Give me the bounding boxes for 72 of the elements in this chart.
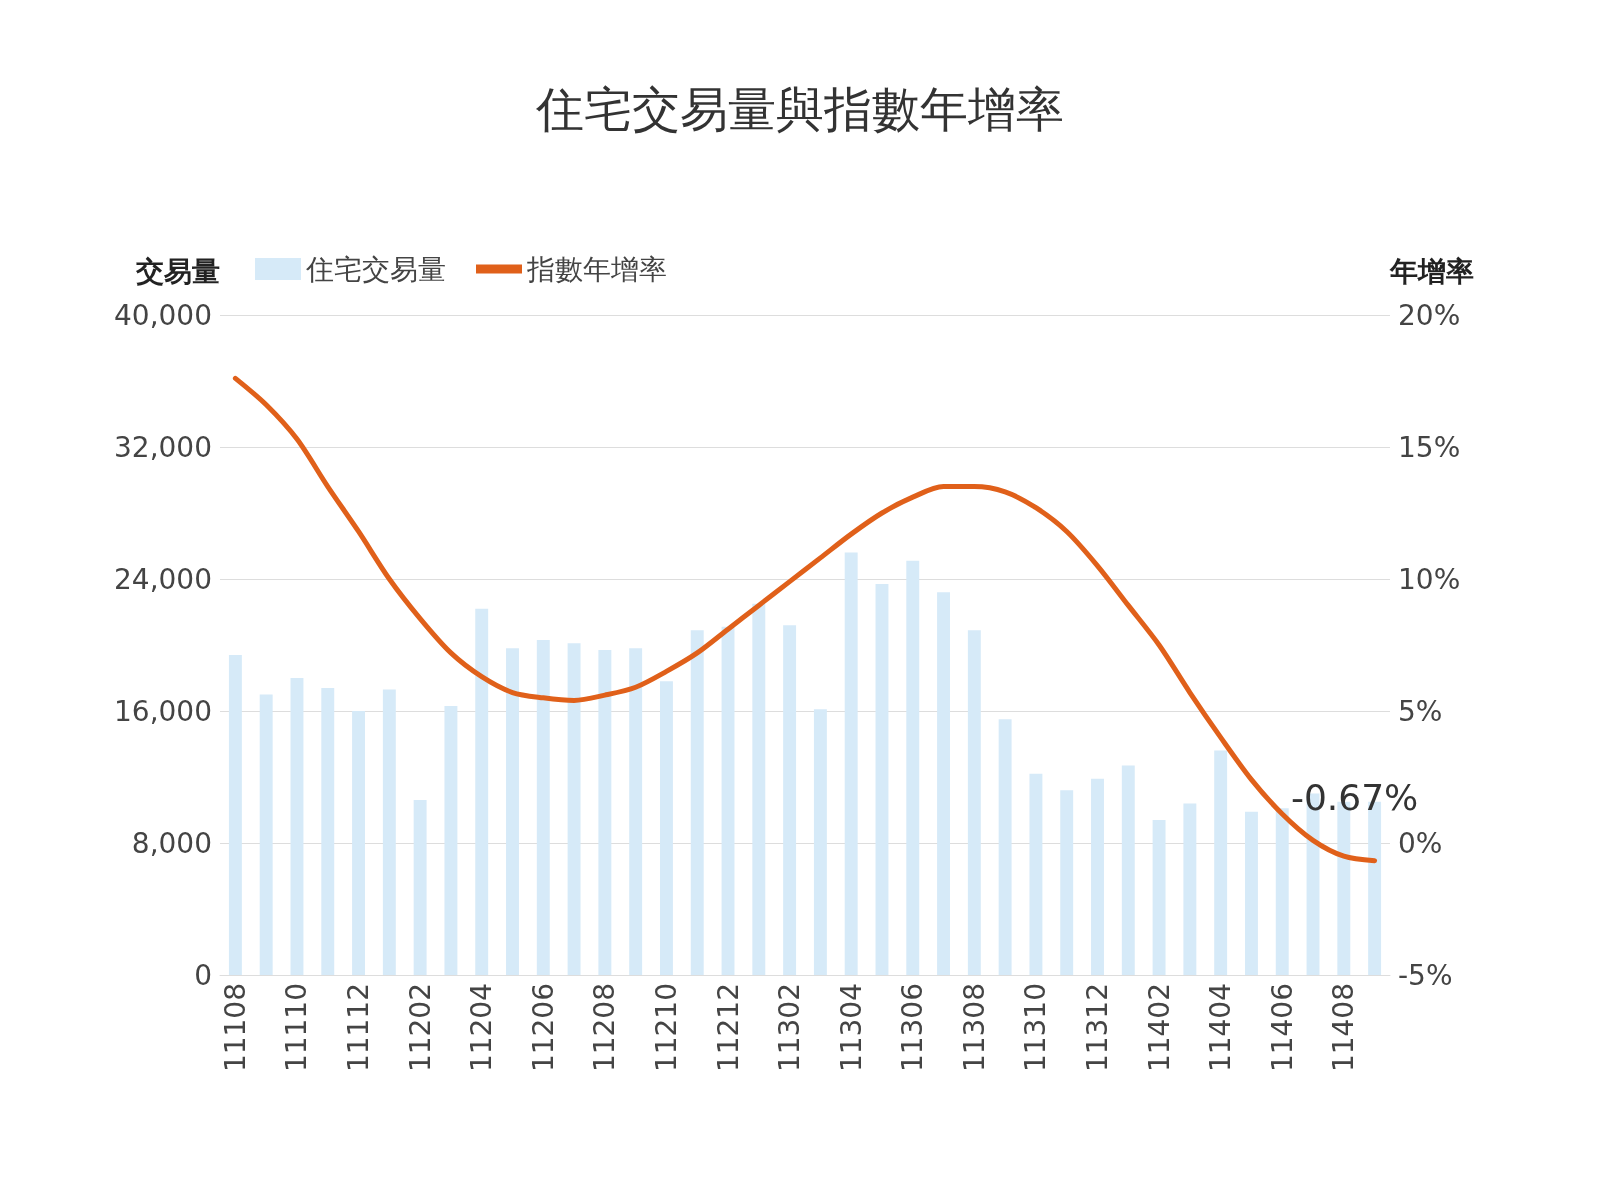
bar — [536, 640, 550, 975]
x-tick-label: 11308 — [957, 983, 991, 1073]
bar — [629, 648, 643, 975]
y-tick-label: 8,000 — [131, 826, 212, 860]
bar — [444, 706, 458, 975]
bar — [1091, 778, 1104, 975]
bar — [290, 678, 304, 975]
x-tick-label: 11208 — [588, 983, 622, 1073]
y2-tick-label: 10% — [1398, 562, 1461, 596]
x-tick-label: 11212 — [711, 983, 745, 1073]
y2-axis-title: 年增率 — [1389, 254, 1474, 288]
legend-label: 住宅交易量 — [305, 252, 446, 286]
x-tick-label: 11108 — [218, 983, 252, 1073]
x-tick-label: 11112 — [342, 983, 376, 1073]
data-label: -0.67% — [1290, 777, 1419, 819]
bar — [352, 711, 366, 975]
bar — [659, 681, 673, 975]
y-axis-title: 交易量 — [135, 254, 220, 288]
legend-label: 指數年增率 — [526, 252, 667, 286]
bar — [998, 719, 1012, 975]
y-tick-label: 32,000 — [114, 430, 212, 464]
bar — [937, 592, 951, 975]
chart-title: 住宅交易量與指數年增率 — [535, 81, 1064, 137]
bar — [475, 608, 489, 975]
bar — [1183, 803, 1197, 975]
x-tick-label: 11204 — [465, 983, 499, 1073]
bar — [967, 630, 981, 975]
y-tick-label: 16,000 — [114, 694, 212, 728]
x-tick-label: 11206 — [526, 983, 560, 1073]
bar — [228, 654, 242, 975]
x-tick-label: 11310 — [1019, 983, 1053, 1073]
bar — [1121, 765, 1135, 975]
bar — [1060, 790, 1074, 975]
x-tick-label: 11302 — [773, 983, 807, 1073]
bar — [813, 709, 827, 975]
y-tick-label: 40,000 — [114, 298, 212, 332]
bar — [1275, 808, 1289, 975]
y2-tick-label: -5% — [1398, 958, 1453, 992]
bar — [382, 689, 396, 975]
bar — [598, 649, 612, 975]
x-tick-label: 11406 — [1265, 983, 1299, 1073]
bar — [567, 643, 581, 975]
y2-tick-label: 15% — [1398, 430, 1461, 464]
bar — [906, 560, 920, 975]
x-tick-label: 11210 — [649, 983, 683, 1073]
x-tick-label: 11202 — [403, 983, 437, 1073]
x-tick-label: 11304 — [834, 983, 868, 1073]
bar — [690, 630, 704, 975]
bar — [1214, 750, 1228, 975]
bar — [413, 800, 427, 975]
bar — [875, 583, 889, 975]
x-tick-label: 11110 — [280, 983, 314, 1073]
bar — [752, 603, 766, 975]
bar — [844, 552, 858, 975]
y-tick-label: 0 — [194, 958, 212, 992]
x-tick-label: 11408 — [1327, 983, 1361, 1073]
x-tick-label: 11402 — [1142, 983, 1176, 1073]
x-tick-label: 11306 — [896, 983, 930, 1073]
y2-tick-label: 5% — [1398, 694, 1443, 728]
x-tick-label: 11312 — [1081, 983, 1114, 1073]
bar — [259, 694, 273, 975]
bar — [1244, 811, 1258, 975]
y-tick-label: 24,000 — [114, 562, 212, 596]
y2-tick-label: 20% — [1398, 298, 1461, 332]
x-tick-label: 11404 — [1204, 983, 1238, 1073]
bar — [721, 626, 735, 975]
bar — [1029, 773, 1043, 975]
bar — [321, 687, 335, 975]
bar — [1152, 819, 1166, 975]
bar — [783, 625, 797, 975]
bar — [506, 648, 519, 975]
y2-tick-label: 0% — [1398, 826, 1443, 860]
